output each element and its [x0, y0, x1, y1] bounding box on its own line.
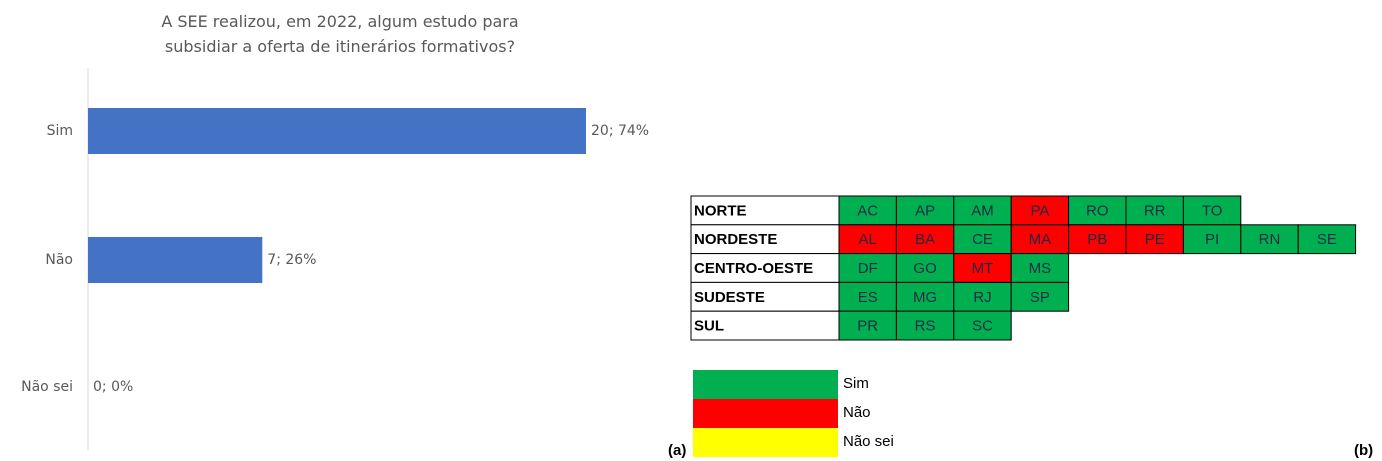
state-cell — [1068, 224, 1127, 255]
legend-swatch — [693, 399, 838, 428]
state-label: MG — [913, 289, 937, 306]
state-cell — [1182, 224, 1242, 255]
state-label: MT — [972, 260, 994, 277]
state-label: PR — [857, 318, 878, 335]
region-cell — [690, 224, 840, 255]
legend-swatch — [693, 428, 838, 457]
state-cell — [1297, 224, 1357, 255]
state-label: AC — [857, 202, 878, 219]
state-cell — [1240, 224, 1299, 255]
value-label: 7; 26% — [267, 252, 316, 268]
state-label: MS — [1029, 260, 1052, 277]
state-cell — [1182, 195, 1242, 226]
legend-label: Sim — [843, 375, 869, 392]
region-name: CENTRO-OESTE — [694, 260, 813, 277]
value-label: 0; 0% — [93, 379, 133, 395]
chart-title: A SEE realizou, em 2022, algum estudo pa… — [161, 12, 518, 56]
state-label: PB — [1087, 231, 1107, 248]
region-name: NORTE — [694, 202, 747, 219]
state-label: AP — [915, 202, 935, 219]
region-cell — [690, 281, 840, 312]
state-cell — [953, 281, 1012, 312]
state-cell — [953, 310, 1012, 341]
state-cell — [1010, 281, 1070, 312]
state-label: AM — [971, 202, 994, 219]
category-label: Não sei — [21, 379, 73, 395]
state-cell — [838, 310, 897, 341]
state-label: RS — [915, 318, 936, 335]
state-label: CE — [972, 231, 993, 248]
state-label: SP — [1030, 289, 1050, 306]
legend-label: Não sei — [843, 433, 894, 450]
state-cell — [1125, 224, 1184, 255]
state-label: ES — [858, 289, 878, 306]
state-label: PI — [1205, 231, 1219, 248]
legend-swatch — [693, 370, 838, 399]
state-label: SE — [1317, 231, 1337, 248]
state-cell — [838, 195, 897, 226]
state-label: RO — [1086, 202, 1109, 219]
region-name: NORDESTE — [694, 231, 777, 248]
state-label: DF — [858, 260, 878, 277]
state-label: MA — [1029, 231, 1052, 248]
state-cell — [1010, 224, 1070, 255]
state-label: GO — [913, 260, 936, 277]
state-label: RJ — [973, 289, 991, 306]
state-cell — [895, 281, 955, 312]
bar — [88, 237, 263, 283]
state-label: PA — [1030, 202, 1049, 219]
value-label: 20; 74% — [591, 123, 649, 139]
region-cell — [690, 253, 840, 283]
state-label: RN — [1259, 231, 1281, 248]
bar — [88, 108, 586, 154]
state-label: BA — [915, 231, 935, 248]
category-label: Sim — [47, 123, 73, 139]
panel-label: (b) — [1354, 442, 1373, 459]
region-name: SUL — [694, 318, 724, 335]
state-label: RR — [1144, 202, 1166, 219]
region-cell — [690, 310, 840, 341]
panel-label: (a) — [668, 442, 686, 459]
state-label: PE — [1145, 231, 1165, 248]
region-name: SUDESTE — [694, 289, 765, 306]
state-label: SC — [972, 318, 993, 335]
state-cell — [895, 224, 955, 255]
state-label: TO — [1202, 202, 1223, 219]
legend-label: Não — [843, 404, 871, 421]
state-label: AL — [859, 231, 877, 248]
category-label: Não — [45, 252, 73, 268]
state-cell — [838, 224, 897, 255]
